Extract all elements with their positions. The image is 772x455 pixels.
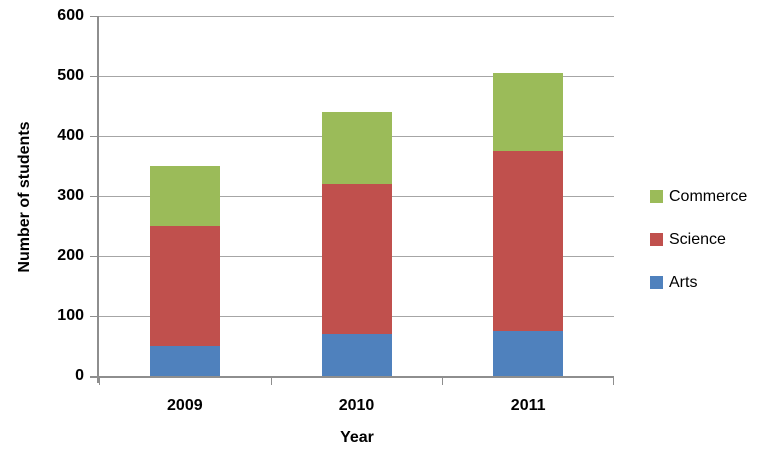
- x-tick-label-2011: 2011: [510, 397, 546, 414]
- y-tick-label-100: 100: [57, 307, 84, 324]
- legend-item-commerce: Commerce: [650, 188, 747, 205]
- legend-label-science: Science: [669, 231, 726, 248]
- y-axis-tick-100: [90, 316, 99, 317]
- x-tick-label-2010: 2010: [338, 397, 375, 414]
- legend: Commerce Science Arts: [650, 188, 747, 291]
- bar-segment-commerce-2011: [493, 73, 564, 151]
- x-axis-tick-2: [442, 378, 444, 385]
- legend-label-arts: Arts: [669, 274, 698, 291]
- bar-segment-arts-2011: [493, 331, 564, 376]
- y-axis-tick-400: [90, 136, 99, 137]
- bar-segment-arts-2010: [321, 334, 392, 376]
- legend-item-science: Science: [650, 231, 747, 248]
- y-axis-tick-200: [90, 256, 99, 257]
- y-tick-label-500: 500: [57, 67, 84, 84]
- bar-segment-science-2010: [321, 184, 392, 334]
- legend-swatch-arts: [650, 276, 663, 289]
- x-axis-tick-0: [99, 378, 100, 385]
- x-tick-label-2009: 2009: [167, 397, 203, 414]
- bar-segment-arts-2009: [149, 346, 220, 376]
- legend-item-arts: Arts: [650, 274, 747, 291]
- gridline-y-600: [99, 16, 614, 17]
- bar-segment-commerce-2010: [321, 112, 392, 184]
- x-axis-title: Year: [340, 429, 374, 446]
- y-tick-label-400: 400: [57, 127, 84, 144]
- y-tick-label-600: 600: [57, 7, 84, 24]
- legend-label-commerce: Commerce: [669, 188, 748, 205]
- gridline-y-500: [99, 76, 614, 77]
- legend-swatch-science: [650, 233, 663, 246]
- y-tick-label-200: 200: [57, 247, 84, 264]
- y-axis-tick-300: [90, 196, 99, 197]
- y-axis-tick-500: [90, 76, 99, 77]
- x-axis-tick-1: [270, 378, 272, 385]
- y-axis-line: [97, 16, 99, 383]
- bar-segment-commerce-2009: [149, 166, 220, 226]
- y-tick-label-300: 300: [57, 187, 84, 204]
- y-tick-label-0: 0: [75, 367, 84, 384]
- legend-swatch-commerce: [650, 190, 663, 203]
- y-axis-tick-600: [90, 16, 99, 17]
- x-axis-line: [90, 376, 614, 378]
- x-axis-tick-3: [613, 378, 614, 385]
- bar-segment-science-2011: [493, 151, 564, 331]
- bar-segment-science-2009: [149, 226, 220, 346]
